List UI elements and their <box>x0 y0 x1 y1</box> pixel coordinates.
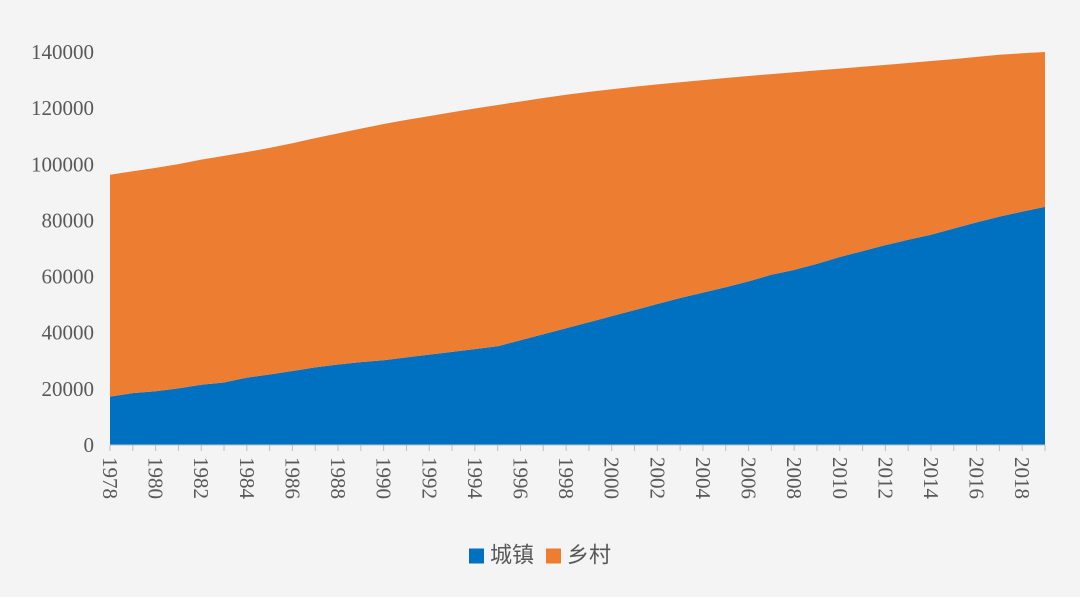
x-tick-label: 1994 <box>463 457 487 500</box>
x-tick-label: 1992 <box>417 457 441 499</box>
x-tick-label: 2012 <box>873 457 897 499</box>
y-tick-label: 0 <box>84 433 95 457</box>
x-tick-label: 1984 <box>235 457 259 500</box>
x-tick-label: 2006 <box>737 457 761 499</box>
x-tick-label: 1988 <box>326 457 350 499</box>
y-tick-label: 80000 <box>42 208 95 232</box>
x-tick-label: 2008 <box>782 457 806 499</box>
legend: 城镇 乡村 <box>469 544 611 569</box>
x-tick-label: 1980 <box>144 457 168 499</box>
y-tick-label: 140000 <box>31 40 94 64</box>
legend-swatch-1 <box>546 548 561 564</box>
x-tick-label: 1990 <box>372 457 396 499</box>
y-tick-label: 100000 <box>31 152 94 176</box>
x-tick-label: 1986 <box>280 457 304 499</box>
x-tick-label: 2018 <box>1010 457 1034 499</box>
y-tick-label: 120000 <box>31 96 94 120</box>
legend-label-0: 城镇 <box>490 544 534 569</box>
y-tick-label: 20000 <box>42 377 95 401</box>
x-tick-label: 2016 <box>965 457 989 499</box>
x-tick-label: 1978 <box>98 457 122 499</box>
y-tick-label: 40000 <box>42 321 95 345</box>
area-series-1 <box>110 51 1045 397</box>
x-tick-label: 2000 <box>600 457 624 499</box>
legend-swatch-0 <box>469 548 484 564</box>
x-tick-label: 1996 <box>508 457 532 499</box>
legend-label-1: 乡村 <box>567 544 611 569</box>
area-series-0 <box>110 206 1045 445</box>
x-tick-label: 2002 <box>645 457 669 499</box>
x-tick-label: 1998 <box>554 457 578 499</box>
y-tick-label: 60000 <box>42 265 95 289</box>
x-tick-label: 2010 <box>828 457 852 499</box>
x-tick-label: 2014 <box>919 457 943 500</box>
x-tick-label: 1982 <box>189 457 213 499</box>
x-tick-label: 2004 <box>691 457 715 500</box>
area-layer <box>110 51 1045 445</box>
axis-layer: 1978 1980 1982 1984 1986 1988 1990 1992 1994 1996… <box>31 40 1046 500</box>
